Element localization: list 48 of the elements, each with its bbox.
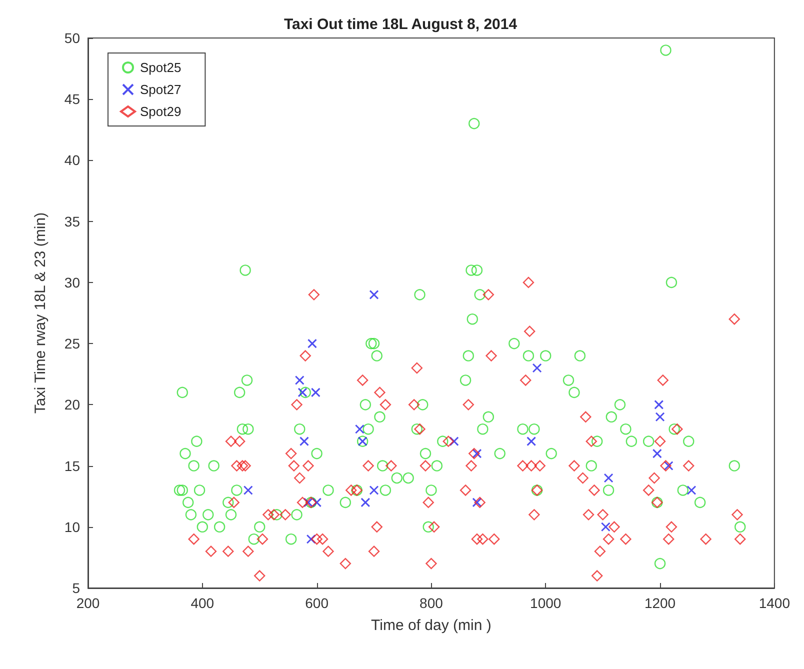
point [243,485,253,495]
x-tick-label: 400 [190,595,214,611]
point [369,485,379,495]
x-tick-label: 800 [420,595,444,611]
y-tick-label: 30 [64,274,80,290]
x-axis-title: Time of day (min ) [371,617,492,634]
legend-label: Spot29 [140,104,182,119]
point [312,498,322,508]
x-tick-label: 600 [305,595,329,611]
y-tick-label: 45 [64,91,80,108]
y-axis-title: Taxi Time rway 18L & 23 (min) [32,212,49,414]
point [307,338,317,348]
point [299,436,309,446]
y-tick-label: 10 [64,518,80,535]
y-tick-label: 15 [64,458,80,474]
y-tick-label: 25 [64,336,80,352]
point [526,436,536,446]
point [303,498,313,508]
point [360,498,370,508]
x-tick-label: 1200 [644,595,676,611]
point [652,448,662,458]
point [472,448,482,458]
point [306,534,316,544]
point [686,485,696,495]
point [655,412,665,422]
y-tick-label: 40 [64,152,80,168]
point [532,363,542,373]
point [354,424,364,434]
point [294,375,304,385]
point [298,388,308,398]
x-tick-label: 200 [76,595,100,611]
y-tick-label: 35 [64,213,80,230]
point [664,461,674,471]
point [604,473,614,483]
y-tick-label: 5 [72,580,80,596]
point [310,388,320,398]
x-tick-label: 1400 [758,595,790,611]
y-tick-label: 50 [64,30,80,46]
legend-label: Spot25 [140,60,182,75]
point [369,290,379,300]
chart-title: Taxi Out time 18L August 8, 2014 [284,16,518,33]
point [449,436,459,446]
point [472,498,482,508]
y-tick-label: 20 [64,396,80,413]
point [654,400,664,410]
x-tick-label: 1000 [530,595,562,611]
legend-label: Spot27 [140,82,182,97]
point [600,522,610,532]
